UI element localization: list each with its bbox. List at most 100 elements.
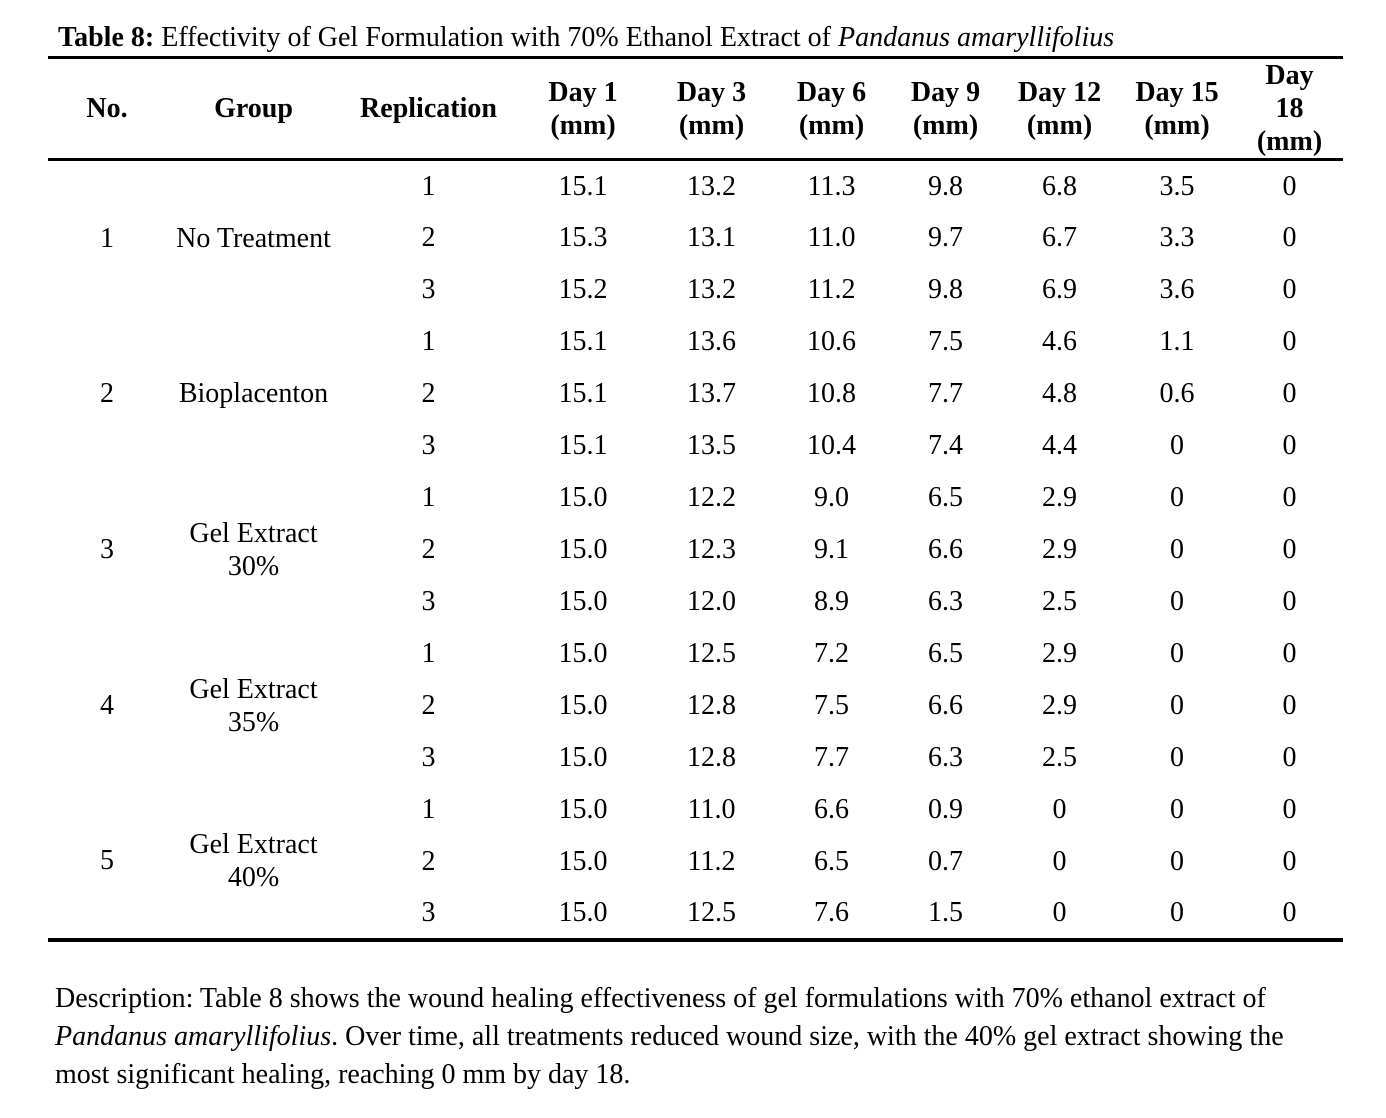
measurement-value: 0 (1170, 638, 1184, 669)
measurement-value: 12.2 (687, 482, 736, 513)
measurement-value: 0 (1170, 534, 1184, 565)
table-row: 2 Bioplacenton 1 15.1 13.6 10.6 7.5 4.6 1.1 0 (48, 316, 1343, 409)
measurement-value: 11.0 (687, 794, 736, 825)
replication-value: 3 (421, 742, 436, 773)
measurement-value: 15.0 (558, 794, 608, 825)
measurement-value: 2.5 (1042, 586, 1077, 617)
measurement-value: 0 (1282, 690, 1297, 721)
measurement-value: 2.5 (1042, 742, 1077, 773)
measurement-value: 13.1 (687, 222, 736, 253)
measurement-value: 0 (1282, 846, 1297, 877)
measurement-value: 6.8 (1042, 170, 1077, 202)
measurement-value: 15.0 (558, 897, 608, 928)
measurement-value: 6.5 (814, 846, 849, 877)
measurement-value: 9.7 (928, 222, 963, 253)
measurement-value: 13.7 (687, 378, 736, 409)
table-row: 3 15.0 12.0 8.9 6.3 2.5 0 0 (48, 576, 1343, 628)
measurement-value: 9.1 (814, 534, 849, 565)
header-row: No. Group Replication Day 1 (mm) Day 3 (… (48, 59, 1343, 161)
measurement-value: 9.8 (928, 170, 963, 202)
measurement-value: 11.2 (687, 846, 736, 877)
col-header-day-12: Day 12 (mm) (1001, 59, 1118, 161)
measurement-value: 0 (1282, 482, 1297, 513)
measurement-value: 0 (1052, 794, 1067, 825)
measurement-value: 12.5 (687, 897, 736, 928)
col-header-group: Group (166, 59, 341, 161)
measurement-value: 7.6 (814, 897, 849, 928)
group-number: 5 (100, 845, 114, 876)
measurement-value: 10.4 (807, 430, 856, 461)
measurement-value: 4.4 (1042, 430, 1077, 461)
measurement-value: 0 (1282, 326, 1297, 357)
measurement-value: 0 (1170, 586, 1184, 617)
measurement-value: 0 (1282, 742, 1297, 773)
table-body: 1 No Treatment 1 15.1 13.2 11.3 9.8 6.8 3.5 0 2 15.… (48, 160, 1343, 940)
measurement-value: 12.8 (687, 690, 736, 721)
replication-value: 2 (421, 846, 436, 877)
measurement-value: 15.2 (558, 274, 608, 305)
measurement-value: 10.6 (807, 326, 856, 357)
measurement-value: 6.6 (814, 794, 849, 825)
measurement-value: 0 (1170, 742, 1184, 773)
measurement-value: 10.8 (807, 378, 856, 409)
measurement-value: 1.5 (928, 897, 963, 928)
replication-value: 1 (421, 482, 436, 513)
measurement-value: 6.9 (1042, 274, 1077, 305)
table-row: 5 Gel Extract 40% 1 15.0 11.0 6.6 0.9 0 0 0 (48, 784, 1343, 893)
measurement-value: 7.4 (928, 430, 963, 461)
measurement-value: 0 (1170, 430, 1184, 461)
measurement-value: 0 (1052, 846, 1067, 877)
group-name: Gel Extract 30% (189, 517, 318, 582)
measurement-value: 11.3 (807, 170, 856, 202)
description-lead: Description: Table 8 shows the wound hea… (55, 982, 1266, 1014)
measurement-value: 11.2 (807, 274, 856, 305)
col-header-day-1: Day 1 (mm) (516, 59, 650, 161)
group-name: Bioplacenton (178, 378, 329, 409)
measurement-value: 15.1 (558, 326, 608, 357)
measurement-value: 12.8 (687, 742, 736, 773)
replication-value: 3 (421, 430, 436, 461)
measurement-value: 0 (1282, 222, 1297, 253)
group-number: 3 (100, 534, 114, 565)
measurement-value: 13.2 (687, 170, 736, 202)
measurement-value: 0 (1170, 482, 1184, 513)
measurement-value: 15.1 (558, 378, 608, 409)
table-caption-text: Effectivity of Gel Formulation with 70% … (154, 22, 838, 53)
col-header-day-6: Day 6 (mm) (773, 59, 890, 161)
table-row: 2 15.0 12.8 7.5 6.6 2.9 0 0 (48, 680, 1343, 732)
measurement-value: 0 (1052, 897, 1067, 928)
measurement-value: 12.3 (687, 534, 736, 565)
measurement-value: 12.0 (687, 586, 736, 617)
results-table: No. Group Replication Day 1 (mm) Day 3 (… (48, 59, 1343, 942)
measurement-value: 11.0 (807, 222, 856, 253)
measurement-value: 0 (1170, 897, 1184, 928)
replication-value: 3 (421, 274, 436, 305)
measurement-value: 3.3 (1159, 222, 1195, 253)
measurement-value: 8.9 (814, 586, 849, 617)
replication-value: 1 (421, 170, 436, 202)
replication-value: 1 (421, 794, 436, 825)
measurement-value: 7.5 (928, 326, 963, 357)
replication-value: 1 (421, 326, 436, 357)
table-caption: Table 8: Effectivity of Gel Formulation … (48, 22, 1343, 59)
table-row: 2 15.1 13.7 10.8 7.7 4.8 0.6 0 (48, 368, 1343, 420)
measurement-value: 7.5 (814, 690, 849, 721)
measurement-value: 15.0 (558, 742, 608, 773)
col-header-day-18: Day 18 (mm) (1236, 59, 1343, 161)
group-name: Gel Extract 40% (189, 828, 318, 893)
measurement-value: 6.3 (928, 586, 963, 617)
col-header-day-3: Day 3 (mm) (650, 59, 773, 161)
group-number: 4 (100, 690, 114, 721)
measurement-value: 15.0 (558, 482, 608, 513)
measurement-value: 2.9 (1042, 482, 1077, 513)
group-number: 2 (100, 378, 114, 409)
description-rest: . Over time, all treatments reduced woun… (55, 1020, 1284, 1090)
measurement-value: 6.6 (928, 534, 963, 565)
measurement-value: 0 (1170, 846, 1184, 877)
measurement-value: 0 (1170, 690, 1184, 721)
measurement-value: 0 (1282, 378, 1297, 409)
measurement-value: 7.7 (814, 742, 849, 773)
group-number: 1 (100, 222, 114, 254)
measurement-value: 15.0 (558, 638, 608, 669)
replication-value: 3 (421, 586, 436, 617)
